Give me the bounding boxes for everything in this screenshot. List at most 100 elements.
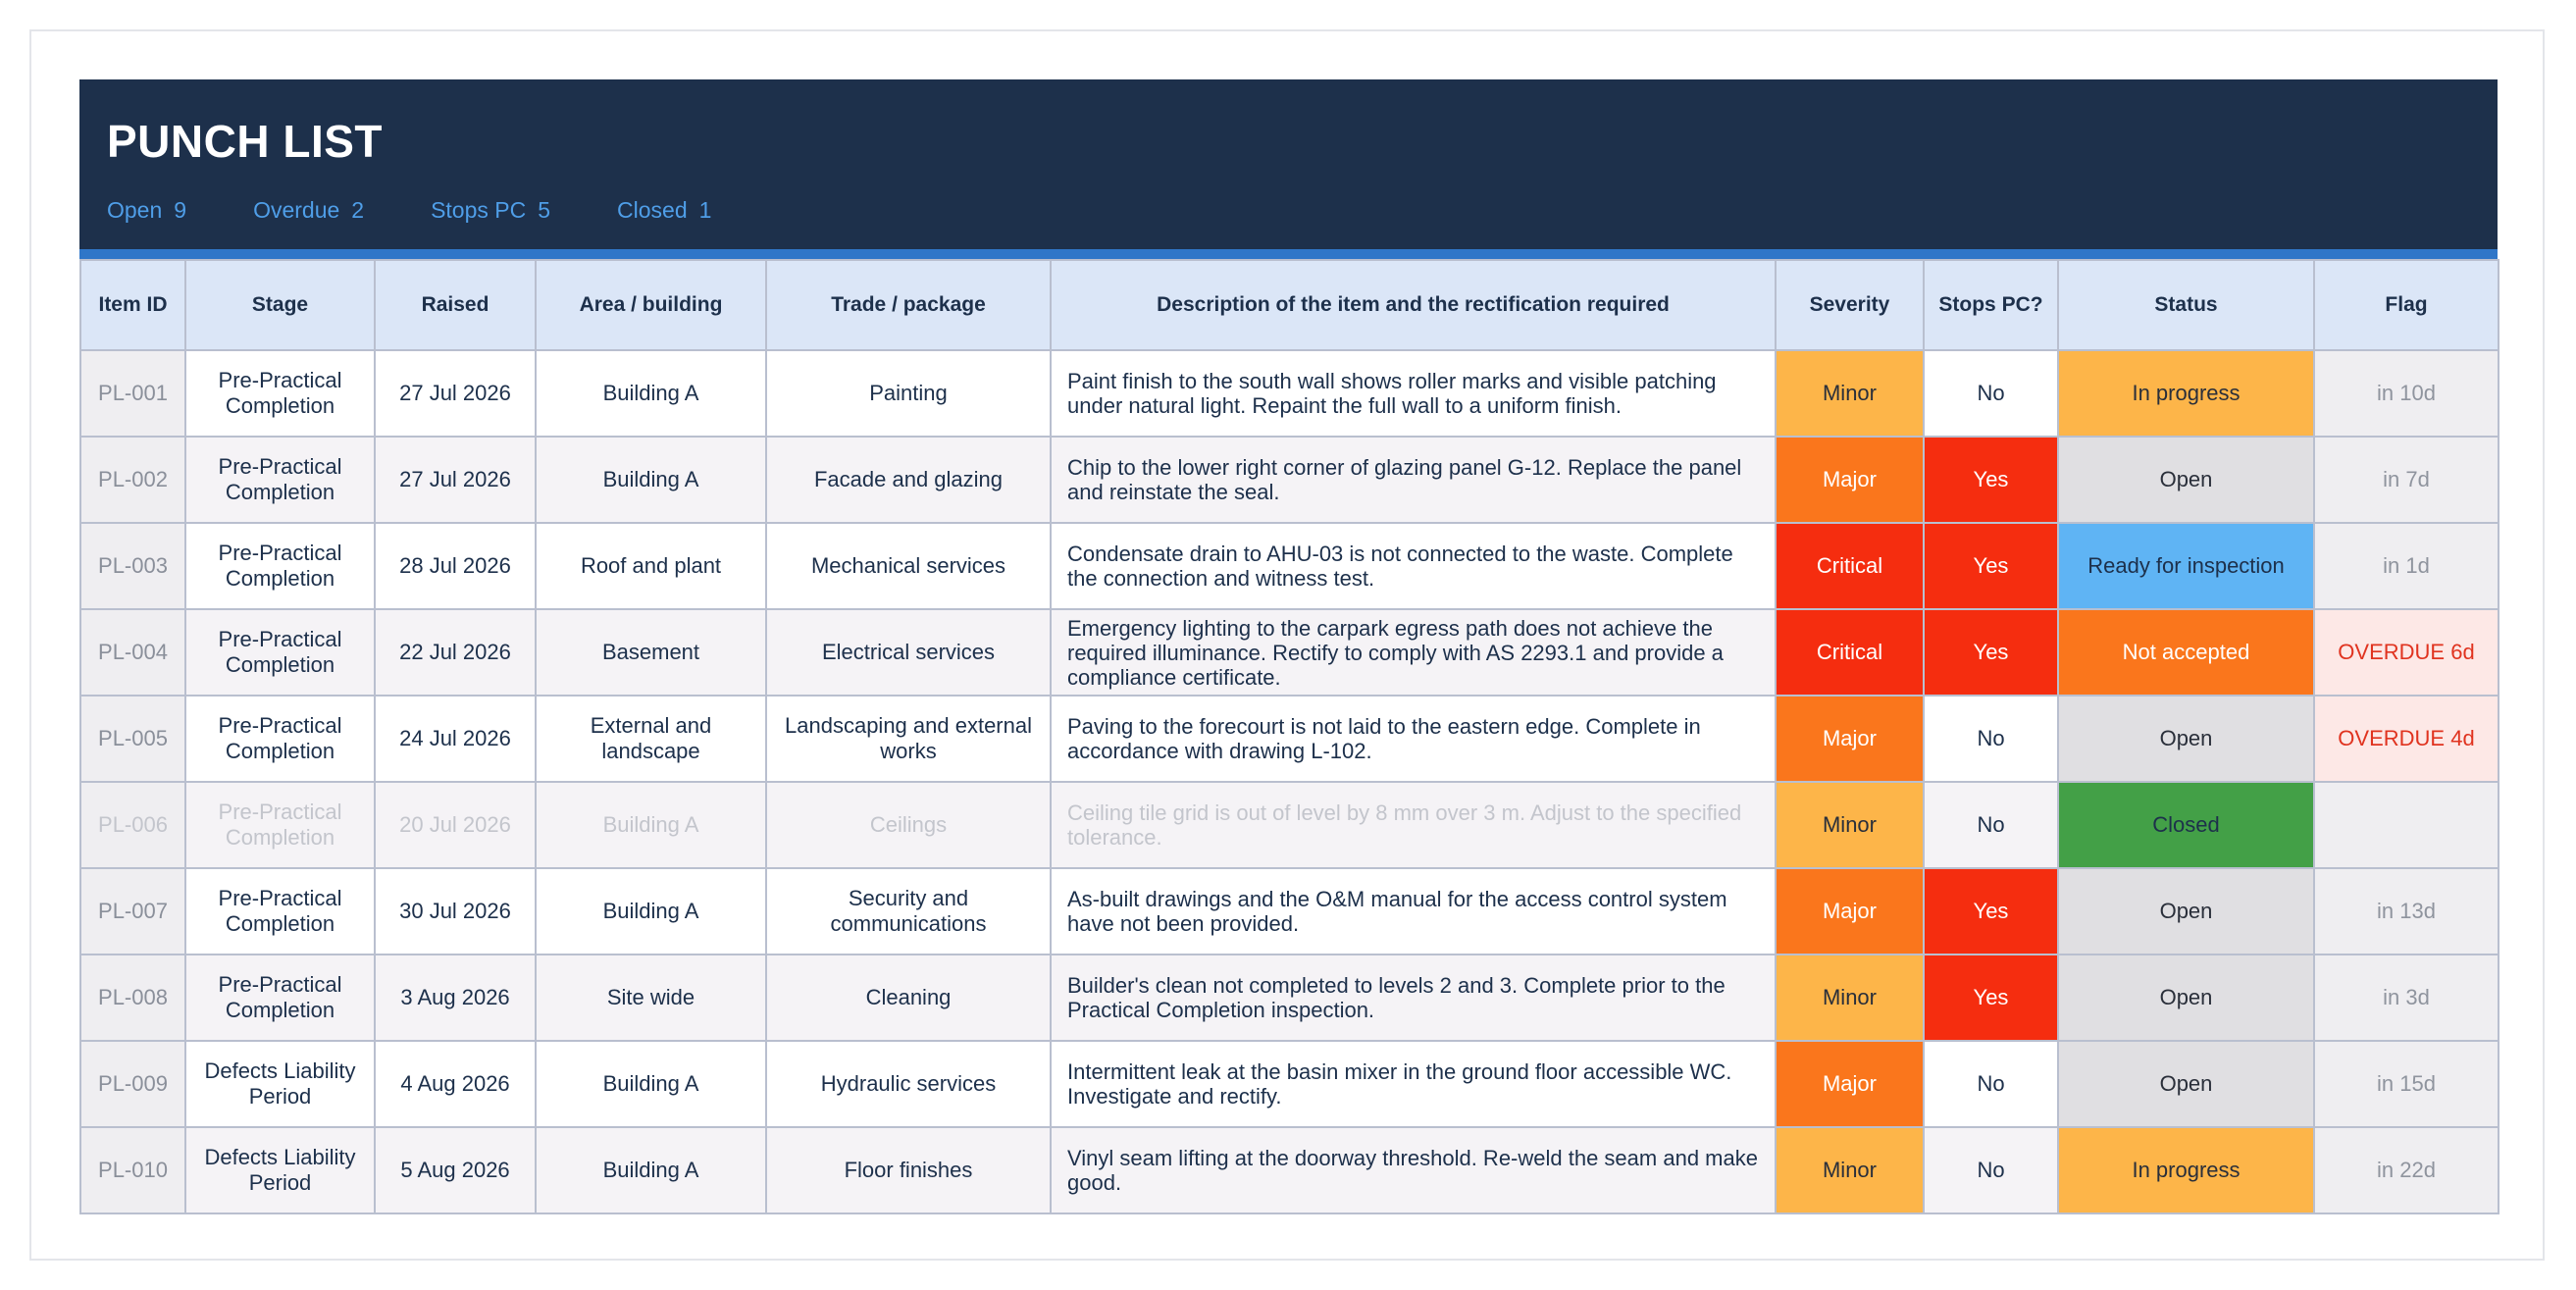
status-badge: Not accepted (2057, 608, 2315, 697)
severity-badge: Major (1775, 1040, 1925, 1128)
column-header-raised[interactable]: Raised (374, 259, 537, 351)
cell-item-id: PL-007 (79, 867, 186, 955)
cell-description: Chip to the lower right corner of glazin… (1050, 436, 1777, 524)
column-header-item-id[interactable]: Item ID (79, 259, 186, 351)
cell-item-id: PL-004 (79, 608, 186, 697)
stat-open-value: 9 (174, 197, 187, 223)
cell-flag: in 22d (2313, 1126, 2499, 1214)
cell-flag: in 15d (2313, 1040, 2499, 1128)
table-row[interactable]: PL-002 Pre-Practical Completion 27 Jul 2… (79, 436, 2499, 524)
cell-stops-pc: No (1923, 1126, 2059, 1214)
cell-raised: 4 Aug 2026 (374, 1040, 537, 1128)
header-banner: PUNCH LIST Open 9 Overdue 2 Stops PC 5 Clos… (79, 79, 2498, 249)
cell-description: Builder's clean not completed to levels … (1050, 954, 1777, 1042)
cell-description: Vinyl seam lifting at the doorway thresh… (1050, 1126, 1777, 1214)
stat-stops-pc: Stops PC 5 (431, 197, 550, 224)
table-row[interactable]: PL-009 Defects Liability Period 4 Aug 20… (79, 1040, 2499, 1128)
cell-area: Building A (535, 1040, 767, 1128)
cell-stops-pc: No (1923, 781, 2059, 869)
table-row[interactable]: PL-004 Pre-Practical Completion 22 Jul 2… (79, 608, 2499, 697)
cell-trade: Ceilings (765, 781, 1052, 869)
stat-stops-pc-label: Stops PC (431, 197, 527, 223)
cell-flag (2313, 781, 2499, 869)
cell-raised: 27 Jul 2026 (374, 349, 537, 438)
status-badge: In progress (2057, 349, 2315, 438)
table-row[interactable]: PL-005 Pre-Practical Completion 24 Jul 2… (79, 695, 2499, 783)
status-badge: Open (2057, 695, 2315, 783)
cell-stage: Pre-Practical Completion (184, 522, 376, 610)
cell-raised: 3 Aug 2026 (374, 954, 537, 1042)
cell-description: Ceiling tile grid is out of level by 8 m… (1050, 781, 1777, 869)
cell-description: Paving to the forecourt is not laid to t… (1050, 695, 1777, 783)
cell-raised: 20 Jul 2026 (374, 781, 537, 869)
column-header-description[interactable]: Description of the item and the rectific… (1050, 259, 1777, 351)
cell-stops-pc: Yes (1923, 867, 2059, 955)
severity-badge: Minor (1775, 1126, 1925, 1214)
stat-closed: Closed 1 (617, 197, 711, 224)
stat-open: Open 9 (107, 197, 186, 224)
cell-flag: in 10d (2313, 349, 2499, 438)
table-row[interactable]: PL-008 Pre-Practical Completion 3 Aug 20… (79, 954, 2499, 1042)
cell-stops-pc: No (1923, 1040, 2059, 1128)
table-row[interactable]: PL-006 Pre-Practical Completion 20 Jul 2… (79, 781, 2499, 869)
cell-area: Building A (535, 1126, 767, 1214)
column-header-flag[interactable]: Flag (2313, 259, 2499, 351)
cell-item-id: PL-009 (79, 1040, 186, 1128)
status-badge: Closed (2057, 781, 2315, 869)
cell-raised: 30 Jul 2026 (374, 867, 537, 955)
cell-flag: in 13d (2313, 867, 2499, 955)
cell-stops-pc: Yes (1923, 608, 2059, 697)
column-header-stage[interactable]: Stage (184, 259, 376, 351)
cell-stage: Pre-Practical Completion (184, 695, 376, 783)
column-header-stops-pc[interactable]: Stops PC? (1923, 259, 2059, 351)
cell-trade: Facade and glazing (765, 436, 1052, 524)
cell-description: Intermittent leak at the basin mixer in … (1050, 1040, 1777, 1128)
cell-flag: in 7d (2313, 436, 2499, 524)
cell-raised: 5 Aug 2026 (374, 1126, 537, 1214)
stat-closed-value: 1 (698, 197, 712, 223)
cell-item-id: PL-001 (79, 349, 186, 438)
cell-stops-pc: Yes (1923, 522, 2059, 610)
severity-badge: Major (1775, 867, 1925, 955)
cell-trade: Cleaning (765, 954, 1052, 1042)
column-header-trade[interactable]: Trade / package (765, 259, 1052, 351)
stat-overdue-value: 2 (351, 197, 365, 223)
stat-stops-pc-value: 5 (538, 197, 551, 223)
column-header-severity[interactable]: Severity (1775, 259, 1925, 351)
page-title: PUNCH LIST (107, 116, 383, 167)
status-badge: Open (2057, 954, 2315, 1042)
cell-stage: Pre-Practical Completion (184, 436, 376, 524)
stat-closed-label: Closed (617, 197, 688, 223)
column-header-area[interactable]: Area / building (535, 259, 767, 351)
cell-description: Condensate drain to AHU-03 is not connec… (1050, 522, 1777, 610)
cell-stage: Pre-Practical Completion (184, 608, 376, 697)
cell-stage: Pre-Practical Completion (184, 781, 376, 869)
overdue-flag: OVERDUE 6d (2313, 608, 2499, 697)
status-badge: Open (2057, 436, 2315, 524)
cell-flag: in 1d (2313, 522, 2499, 610)
severity-badge: Critical (1775, 608, 1925, 697)
table-row[interactable]: PL-001 Pre-Practical Completion 27 Jul 2… (79, 349, 2499, 438)
table-row[interactable]: PL-010 Defects Liability Period 5 Aug 20… (79, 1126, 2499, 1214)
cell-description: Paint finish to the south wall shows rol… (1050, 349, 1777, 438)
cell-item-id: PL-006 (79, 781, 186, 869)
cell-item-id: PL-008 (79, 954, 186, 1042)
cell-item-id: PL-003 (79, 522, 186, 610)
cell-item-id: PL-010 (79, 1126, 186, 1214)
cell-area: Building A (535, 867, 767, 955)
cell-area: External and landscape (535, 695, 767, 783)
severity-badge: Minor (1775, 954, 1925, 1042)
cell-trade: Hydraulic services (765, 1040, 1052, 1128)
stat-overdue-label: Overdue (253, 197, 340, 223)
severity-badge: Minor (1775, 781, 1925, 869)
cell-area: Site wide (535, 954, 767, 1042)
table-row[interactable]: PL-007 Pre-Practical Completion 30 Jul 2… (79, 867, 2499, 955)
cell-item-id: PL-005 (79, 695, 186, 783)
severity-badge: Critical (1775, 522, 1925, 610)
table-row[interactable]: PL-003 Pre-Practical Completion 28 Jul 2… (79, 522, 2499, 610)
cell-trade: Painting (765, 349, 1052, 438)
column-header-status[interactable]: Status (2057, 259, 2315, 351)
cell-raised: 22 Jul 2026 (374, 608, 537, 697)
cell-stops-pc: No (1923, 349, 2059, 438)
severity-badge: Minor (1775, 349, 1925, 438)
